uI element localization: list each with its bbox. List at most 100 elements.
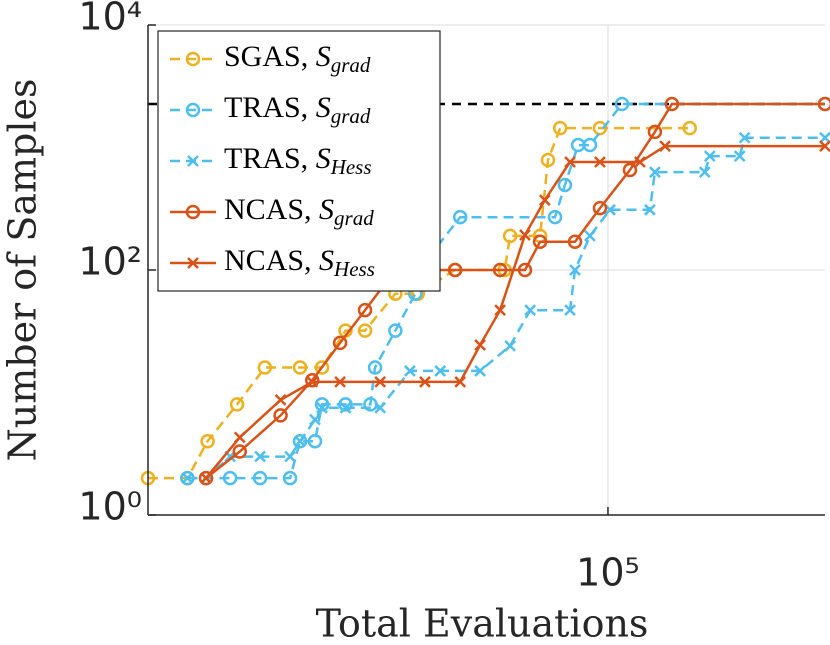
legend-label: TRAS, SHess — [224, 142, 372, 179]
marker — [622, 162, 638, 178]
y-axis-label: Number of Samples — [1, 78, 45, 461]
marker — [419, 376, 431, 388]
marker — [733, 150, 746, 163]
marker — [200, 472, 212, 485]
marker — [257, 360, 273, 375]
marker — [229, 397, 245, 412]
axes: 10⁰ 10² 10⁴ 10⁵ — [78, 0, 825, 595]
marker — [332, 335, 348, 351]
marker — [682, 120, 697, 136]
marker — [185, 51, 201, 67]
y-tick-label: 10⁰ — [78, 485, 142, 529]
legend-label: NCAS, SHess — [224, 244, 375, 281]
marker — [474, 365, 487, 377]
legend: SGAS, Sgrad TRAS, Sgrad TRAS, SHess NCAS, S… — [157, 30, 441, 292]
marker — [634, 156, 646, 168]
marker — [185, 102, 201, 118]
marker — [614, 96, 630, 112]
marker — [307, 433, 323, 449]
marker — [181, 472, 194, 485]
marker — [659, 140, 671, 152]
marker — [233, 431, 246, 444]
marker — [540, 152, 556, 168]
marker — [284, 450, 296, 463]
marker — [447, 262, 463, 278]
marker — [187, 155, 199, 167]
marker — [474, 339, 487, 351]
y-tick-label: 10⁴ — [78, 0, 142, 39]
marker — [314, 360, 330, 375]
marker — [644, 203, 656, 216]
marker — [254, 450, 266, 463]
marker — [374, 376, 387, 388]
marker — [339, 401, 352, 414]
marker — [664, 96, 680, 112]
x-tick-label: 10⁵ — [576, 551, 640, 595]
marker — [517, 262, 533, 278]
marker — [404, 365, 416, 377]
legend-label: NCAS, Sgrad — [224, 193, 374, 230]
marker — [519, 229, 531, 241]
marker — [738, 131, 751, 144]
marker — [582, 137, 598, 153]
marker — [338, 397, 353, 412]
marker — [292, 433, 308, 449]
marker — [817, 96, 830, 112]
marker — [274, 394, 287, 406]
marker — [200, 433, 215, 449]
marker — [388, 323, 403, 338]
marker — [357, 302, 373, 318]
marker — [309, 413, 321, 426]
marker — [292, 360, 308, 375]
series-line — [148, 126, 690, 480]
marker — [367, 360, 383, 375]
marker — [504, 340, 517, 352]
marker — [334, 376, 347, 388]
marker — [538, 194, 551, 206]
marker — [502, 228, 518, 244]
marker — [564, 304, 576, 317]
marker — [649, 166, 661, 178]
marker — [532, 234, 548, 250]
marker — [557, 177, 573, 193]
marker — [552, 120, 568, 136]
marker — [569, 264, 581, 276]
marker — [198, 470, 214, 486]
marker — [567, 234, 583, 250]
marker — [232, 444, 248, 459]
marker — [819, 140, 830, 152]
marker — [592, 200, 608, 216]
marker — [314, 397, 330, 412]
marker — [547, 209, 563, 225]
marker — [252, 470, 268, 486]
marker — [434, 365, 447, 377]
marker — [357, 323, 373, 338]
marker — [185, 204, 201, 220]
marker — [594, 156, 606, 168]
marker — [454, 376, 467, 388]
series-layer — [140, 96, 830, 486]
marker — [316, 401, 328, 414]
marker — [524, 304, 537, 317]
marker — [222, 470, 238, 486]
marker — [647, 124, 663, 140]
marker — [306, 376, 319, 388]
marker — [273, 408, 288, 423]
marker — [492, 262, 508, 278]
marker — [305, 372, 320, 388]
marker — [452, 209, 468, 225]
marker — [282, 470, 298, 486]
marker — [564, 156, 576, 168]
legend-label: SGAS, Sgrad — [224, 40, 371, 77]
marker — [584, 229, 596, 242]
y-tick-label: 10² — [78, 240, 142, 284]
marker — [703, 150, 716, 163]
marker — [187, 257, 199, 269]
legend-label: TRAS, Sgrad — [224, 91, 371, 128]
series-line — [205, 102, 825, 480]
x-axis-label: Total Evaluations — [316, 602, 649, 645]
marker — [374, 401, 387, 414]
marker — [698, 166, 711, 178]
marker — [494, 304, 506, 317]
